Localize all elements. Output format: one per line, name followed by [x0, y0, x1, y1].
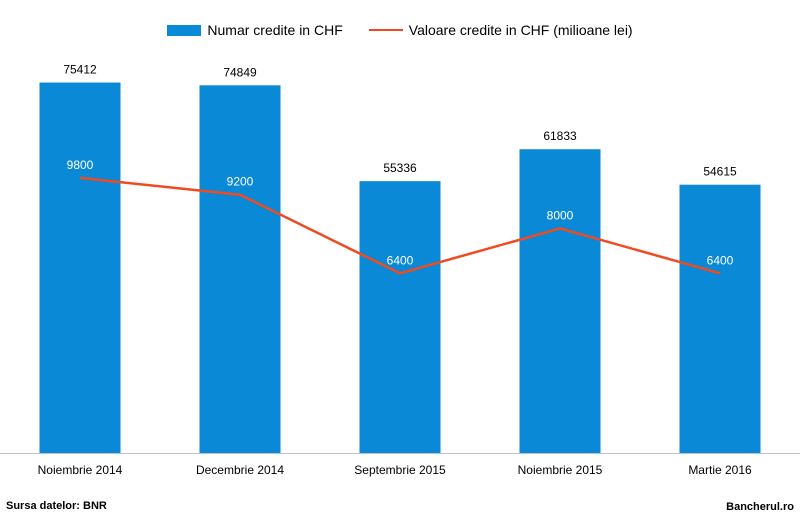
source-note: Sursa datelor: BNR	[6, 500, 107, 512]
x-tick-label: Noiembrie 2015	[518, 463, 603, 477]
bar-value-label: 55336	[383, 161, 417, 175]
x-tick-label: Septembrie 2015	[354, 463, 446, 477]
line-value-label: 6400	[387, 253, 414, 267]
bar	[39, 82, 121, 454]
bar-value-label: 75412	[63, 63, 97, 77]
x-tick-label: Noiembrie 2014	[38, 463, 123, 477]
line-value-label: 9800	[67, 158, 94, 172]
bar-value-label: 54615	[703, 165, 737, 179]
x-tick-label: Decembrie 2014	[196, 463, 284, 477]
brand-label: Bancherul.ro	[726, 501, 794, 513]
bar-value-label: 74849	[223, 65, 257, 79]
bar	[359, 181, 441, 453]
bar	[199, 85, 281, 453]
legend-label-bar: Numar credite in CHF	[207, 22, 343, 38]
line-series	[79, 176, 721, 275]
legend-swatch-bar	[167, 24, 202, 36]
line-value-label: 6400	[707, 253, 734, 267]
bar-value-label: 61833	[543, 129, 577, 143]
chart-legend: Numar credite in CHF Valoare credite in …	[0, 20, 800, 40]
x-tick-label: Martie 2016	[688, 463, 752, 477]
legend-item-line-series: Valoare credite in CHF (milioane lei)	[368, 22, 633, 38]
line-value-label: 8000	[547, 208, 574, 222]
legend-label-line: Valoare credite in CHF (milioane lei)	[408, 22, 633, 38]
legend-item-bar-series: Numar credite in CHF	[167, 22, 343, 38]
line-value-label: 9200	[227, 175, 254, 189]
bar	[679, 184, 761, 454]
bar	[519, 149, 601, 453]
legend-swatch-line	[368, 29, 403, 31]
